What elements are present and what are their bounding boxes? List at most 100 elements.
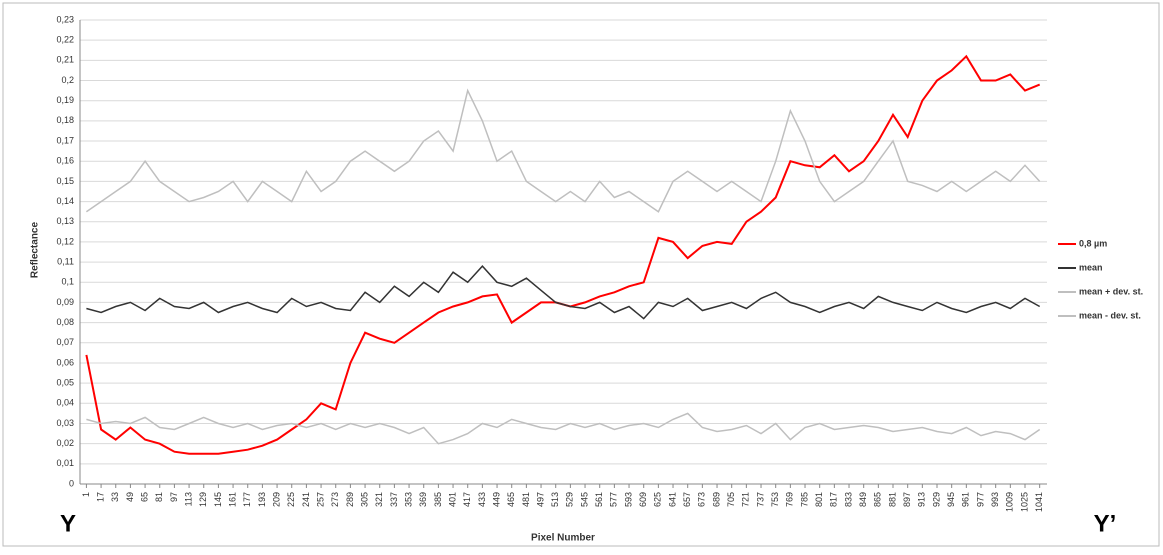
- y-tick-label: 0,13: [56, 216, 74, 226]
- x-tick-label: 625: [653, 492, 663, 507]
- x-tick-label: 897: [902, 492, 912, 507]
- x-tick-label: 353: [403, 492, 413, 507]
- x-tick-label: 929: [931, 492, 941, 507]
- x-tick-label: 1041: [1034, 492, 1044, 512]
- x-tick-label: 689: [711, 492, 721, 507]
- y-tick-label: 0,09: [56, 297, 74, 307]
- y-tick-label: 0,11: [57, 256, 74, 266]
- x-tick-label: 1009: [1005, 492, 1015, 512]
- y-tick-label: 0,01: [56, 458, 74, 468]
- legend-label: mean - dev. st.: [1079, 310, 1141, 320]
- x-tick-label: 81: [154, 492, 164, 502]
- x-tick-label: 401: [447, 492, 457, 507]
- x-tick-label: 737: [755, 492, 765, 507]
- x-tick-label: 433: [477, 492, 487, 507]
- annotation: Y’: [1094, 510, 1117, 537]
- x-tick-label: 49: [125, 492, 135, 502]
- x-tick-label: 449: [491, 492, 501, 507]
- x-tick-label: 305: [359, 492, 369, 507]
- x-tick-label: 17: [95, 492, 105, 502]
- x-tick-label: 481: [521, 492, 531, 507]
- legend-label: 0,8 µm: [1079, 238, 1107, 248]
- y-tick-label: 0,08: [56, 317, 74, 327]
- x-tick-label: 641: [667, 492, 677, 507]
- x-tick-label: 561: [594, 492, 604, 507]
- y-tick-label: 0,18: [56, 115, 74, 125]
- series-line: [86, 412, 1041, 445]
- y-tick-label: 0: [69, 478, 74, 488]
- y-tick-label: 0,19: [56, 95, 74, 105]
- y-tick-label: 0,03: [56, 418, 74, 428]
- x-tick-label: 785: [799, 492, 809, 507]
- x-tick-label: 593: [623, 492, 633, 507]
- x-tick-label: 769: [785, 492, 795, 507]
- y-tick-label: 0,15: [56, 176, 74, 186]
- x-tick-label: 33: [110, 492, 120, 502]
- x-tick-label: 705: [726, 492, 736, 507]
- x-tick-label: 545: [579, 492, 589, 507]
- x-tick-label: 145: [213, 492, 223, 507]
- x-tick-label: 241: [301, 492, 311, 507]
- x-tick-label: 337: [389, 492, 399, 507]
- x-tick-label: 177: [242, 492, 252, 507]
- y-tick-label: 0,07: [56, 337, 74, 347]
- x-tick-label: 529: [565, 492, 575, 507]
- x-tick-label: 225: [286, 492, 296, 507]
- x-tick-label: 977: [975, 492, 985, 507]
- x-tick-label: 721: [741, 492, 751, 507]
- series-line: [86, 264, 1041, 320]
- x-tick-label: 865: [873, 492, 883, 507]
- x-tick-label: 369: [418, 492, 428, 507]
- x-tick-label: 465: [506, 492, 516, 507]
- annotation: Y: [60, 510, 76, 537]
- x-tick-label: 961: [961, 492, 971, 507]
- y-tick-label: 0,14: [56, 196, 74, 206]
- y-tick-label: 0,17: [56, 135, 74, 145]
- x-tick-label: 193: [257, 492, 267, 507]
- y-tick-label: 0,23: [56, 14, 74, 24]
- y-tick-label: 0,12: [56, 236, 74, 246]
- series-line: [85, 88, 1041, 213]
- y-axis-title: Reflectance: [30, 221, 41, 278]
- x-tick-label: 97: [169, 492, 179, 502]
- y-tick-label: 0,16: [56, 156, 74, 166]
- x-tick-label: 513: [550, 492, 560, 507]
- y-tick-label: 0,02: [56, 438, 74, 448]
- x-tick-label: 65: [139, 492, 149, 502]
- x-tick-label: 497: [535, 492, 545, 507]
- y-tick-label: 0,1: [61, 277, 74, 287]
- legend-label: mean + dev. st.: [1079, 286, 1143, 296]
- x-tick-label: 833: [843, 492, 853, 507]
- x-tick-label: 161: [227, 492, 237, 507]
- x-tick-label: 321: [374, 492, 384, 507]
- y-tick-label: 0,22: [56, 35, 74, 45]
- x-tick-label: 273: [330, 492, 340, 507]
- x-tick-label: 1025: [1019, 492, 1029, 512]
- series-line: [85, 54, 1041, 455]
- x-tick-label: 129: [198, 492, 208, 507]
- chart-frame: [2, 2, 1160, 547]
- x-tick-label: 257: [315, 492, 325, 507]
- x-tick-label: 577: [609, 492, 619, 507]
- y-tick-label: 0,21: [56, 55, 74, 65]
- y-tick-label: 0,2: [61, 75, 74, 85]
- x-tick-label: 673: [697, 492, 707, 507]
- y-tick-label: 0,04: [56, 398, 74, 408]
- x-tick-label: 881: [887, 492, 897, 507]
- x-tick-label: 993: [990, 492, 1000, 507]
- x-tick-label: 209: [271, 492, 281, 507]
- x-tick-label: 801: [814, 492, 824, 507]
- x-tick-label: 657: [682, 492, 692, 507]
- legend-label: mean: [1079, 262, 1103, 272]
- x-tick-label: 817: [829, 492, 839, 507]
- x-tick-label: 945: [946, 492, 956, 507]
- x-tick-label: 417: [462, 492, 472, 507]
- x-tick-label: 753: [770, 492, 780, 507]
- x-tick-label: 289: [345, 492, 355, 507]
- x-tick-label: 609: [638, 492, 648, 507]
- x-axis-title: Pixel Number: [531, 533, 595, 544]
- x-tick-label: 385: [433, 492, 443, 507]
- x-tick-label: 1: [81, 492, 91, 497]
